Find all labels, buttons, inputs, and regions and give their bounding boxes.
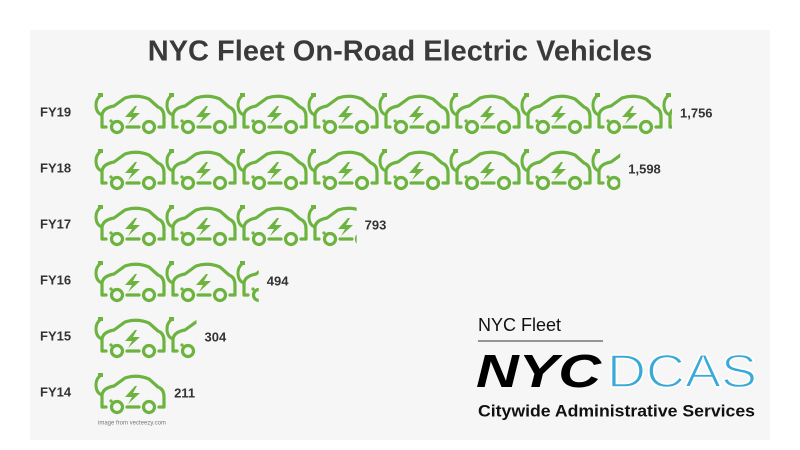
value-label: 1,756 <box>680 105 713 120</box>
category-label: FY19 <box>40 104 71 119</box>
logo-agency: DCAS <box>607 345 757 397</box>
chart-title: NYC Fleet On-Road Electric Vehicles <box>148 36 652 68</box>
category-label: FY16 <box>40 272 71 287</box>
category-label: FY17 <box>40 216 71 231</box>
value-label: 494 <box>267 273 289 288</box>
category-label: FY15 <box>40 328 71 343</box>
category-label: FY18 <box>40 160 71 175</box>
category-label: FY14 <box>40 384 72 399</box>
credit: image from vecteezy.com <box>98 421 166 427</box>
logo-caption: NYC Fleet <box>478 315 561 335</box>
value-label: 304 <box>205 329 227 344</box>
logo-subtitle: Citywide Administrative Services <box>478 401 755 420</box>
value-label: 1,598 <box>628 161 661 176</box>
logo-mark: NYC <box>476 345 602 397</box>
value-label: 793 <box>365 217 387 232</box>
value-label: 211 <box>174 385 195 400</box>
